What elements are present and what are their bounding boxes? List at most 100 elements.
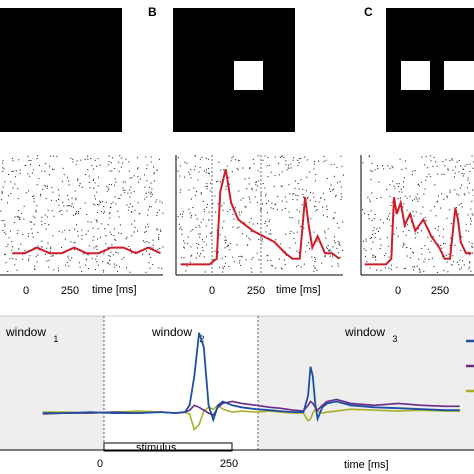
raster-c-spike xyxy=(431,257,433,259)
raster-c-spike xyxy=(420,247,422,249)
raster-b-spike xyxy=(326,205,328,207)
raster-b-spike xyxy=(320,197,322,199)
raster-b-spike xyxy=(238,226,240,228)
raster-a-spike xyxy=(109,217,111,219)
raster-c-spike xyxy=(418,268,420,270)
raster-b-spike xyxy=(329,255,331,257)
raster-b-spike xyxy=(265,231,267,233)
raster-b-spike xyxy=(266,254,268,256)
raster-a-spike xyxy=(31,228,33,230)
raster-c-spike xyxy=(415,237,417,239)
raster-b-spike xyxy=(260,237,262,239)
raster-c-spike xyxy=(424,258,426,260)
raster-c-spike xyxy=(373,255,375,257)
raster-b-spike xyxy=(208,173,210,175)
raster-a-spike xyxy=(125,158,127,160)
raster-c-spike xyxy=(410,257,412,259)
raster-c-spike xyxy=(418,198,420,200)
raster-a-spike xyxy=(73,214,75,216)
raster-b-spike xyxy=(313,163,315,165)
raster-b-spike xyxy=(331,265,333,267)
raster-c-spike xyxy=(432,235,434,237)
raster-b-spike xyxy=(284,207,286,209)
raster-c-spike xyxy=(427,236,429,238)
raster-a-spike xyxy=(45,198,47,200)
raster-b-spike xyxy=(315,180,317,182)
raster-b-spike xyxy=(261,238,263,240)
raster-c-spike xyxy=(430,176,432,178)
raster-a-spike xyxy=(57,267,59,269)
raster-b-spike xyxy=(298,251,300,253)
raster-c-spike xyxy=(389,195,391,197)
raster-a-spike xyxy=(106,262,108,264)
raster-a-spike xyxy=(78,262,80,264)
raster-a-spike xyxy=(47,242,49,244)
raster-b-spike xyxy=(238,190,240,192)
raster-b-spike xyxy=(296,231,298,233)
raster-b-spike xyxy=(342,221,344,223)
raster-b-spike xyxy=(285,164,287,166)
raster-a-spike xyxy=(129,189,131,191)
raster-b-spike xyxy=(251,187,253,189)
raster-a-spike xyxy=(144,198,146,200)
raster-a-spike xyxy=(39,195,41,197)
raster-b-spike xyxy=(195,214,197,216)
stimulus-label: stimulus xyxy=(136,442,177,454)
raster-c-spike xyxy=(413,269,415,271)
raster-b-spike xyxy=(202,200,204,202)
raster-b-spike xyxy=(236,167,238,169)
raster-a-spike xyxy=(129,271,131,273)
raster-c-spike xyxy=(422,206,424,208)
raster-b-spike xyxy=(214,250,216,252)
raster-a-spike xyxy=(86,259,88,261)
raster-a-spike xyxy=(97,211,99,213)
raster-c-spike xyxy=(376,269,378,271)
raster-b-spike xyxy=(318,160,320,162)
raster-c-spike xyxy=(420,213,422,215)
raster-b-spike xyxy=(239,214,241,216)
raster-b-spike xyxy=(189,173,191,175)
raster-a-spike xyxy=(113,263,115,265)
raster-a-spike xyxy=(29,163,31,165)
raster-c-spike xyxy=(470,270,472,272)
raster-b-spike xyxy=(179,213,181,215)
raster-c-spike xyxy=(442,161,444,163)
raster-b-spike xyxy=(315,174,317,176)
raster-a-spike xyxy=(131,177,133,179)
raster-b-spike xyxy=(201,156,203,158)
raster-b-spike xyxy=(324,199,326,201)
raster-c-spike xyxy=(397,185,399,187)
raster-c-spike xyxy=(376,228,378,230)
raster-b-spike xyxy=(203,208,205,210)
raster-a-spike xyxy=(17,232,19,234)
raster-c-spike xyxy=(458,264,460,266)
raster-b-spike xyxy=(221,205,223,207)
raster-b-spike xyxy=(268,233,270,235)
raster-b-spike xyxy=(190,198,192,200)
raster-a-spike xyxy=(121,157,123,159)
raster-b-spike xyxy=(196,242,198,244)
raster-a-spike xyxy=(29,221,31,223)
raster-c-spike xyxy=(362,209,364,211)
raster-a-spike xyxy=(131,235,133,237)
raster-b-spike xyxy=(224,236,226,238)
raster-b-spike xyxy=(261,240,263,242)
raster-a-spike xyxy=(11,249,13,251)
raster-a-spike xyxy=(65,264,67,266)
raster-c-spike xyxy=(398,191,400,193)
raster-c-spike xyxy=(459,259,461,261)
raster-b-spike xyxy=(333,240,335,242)
raster-b-spike xyxy=(293,193,295,195)
raster-c-spike xyxy=(468,192,470,194)
raster-c-spike xyxy=(430,240,432,242)
raster-c-spike xyxy=(471,213,473,215)
raster-c-spike xyxy=(471,252,473,254)
raster-b-spike xyxy=(300,157,302,159)
raster-a-spike xyxy=(87,155,89,157)
raster-a-spike xyxy=(49,250,51,252)
raster-a-spike xyxy=(38,164,40,166)
raster-c-spike xyxy=(391,201,393,203)
raster-b-spike xyxy=(285,254,287,256)
raster-b-spike xyxy=(337,241,339,243)
raster-c-spike xyxy=(402,244,404,246)
